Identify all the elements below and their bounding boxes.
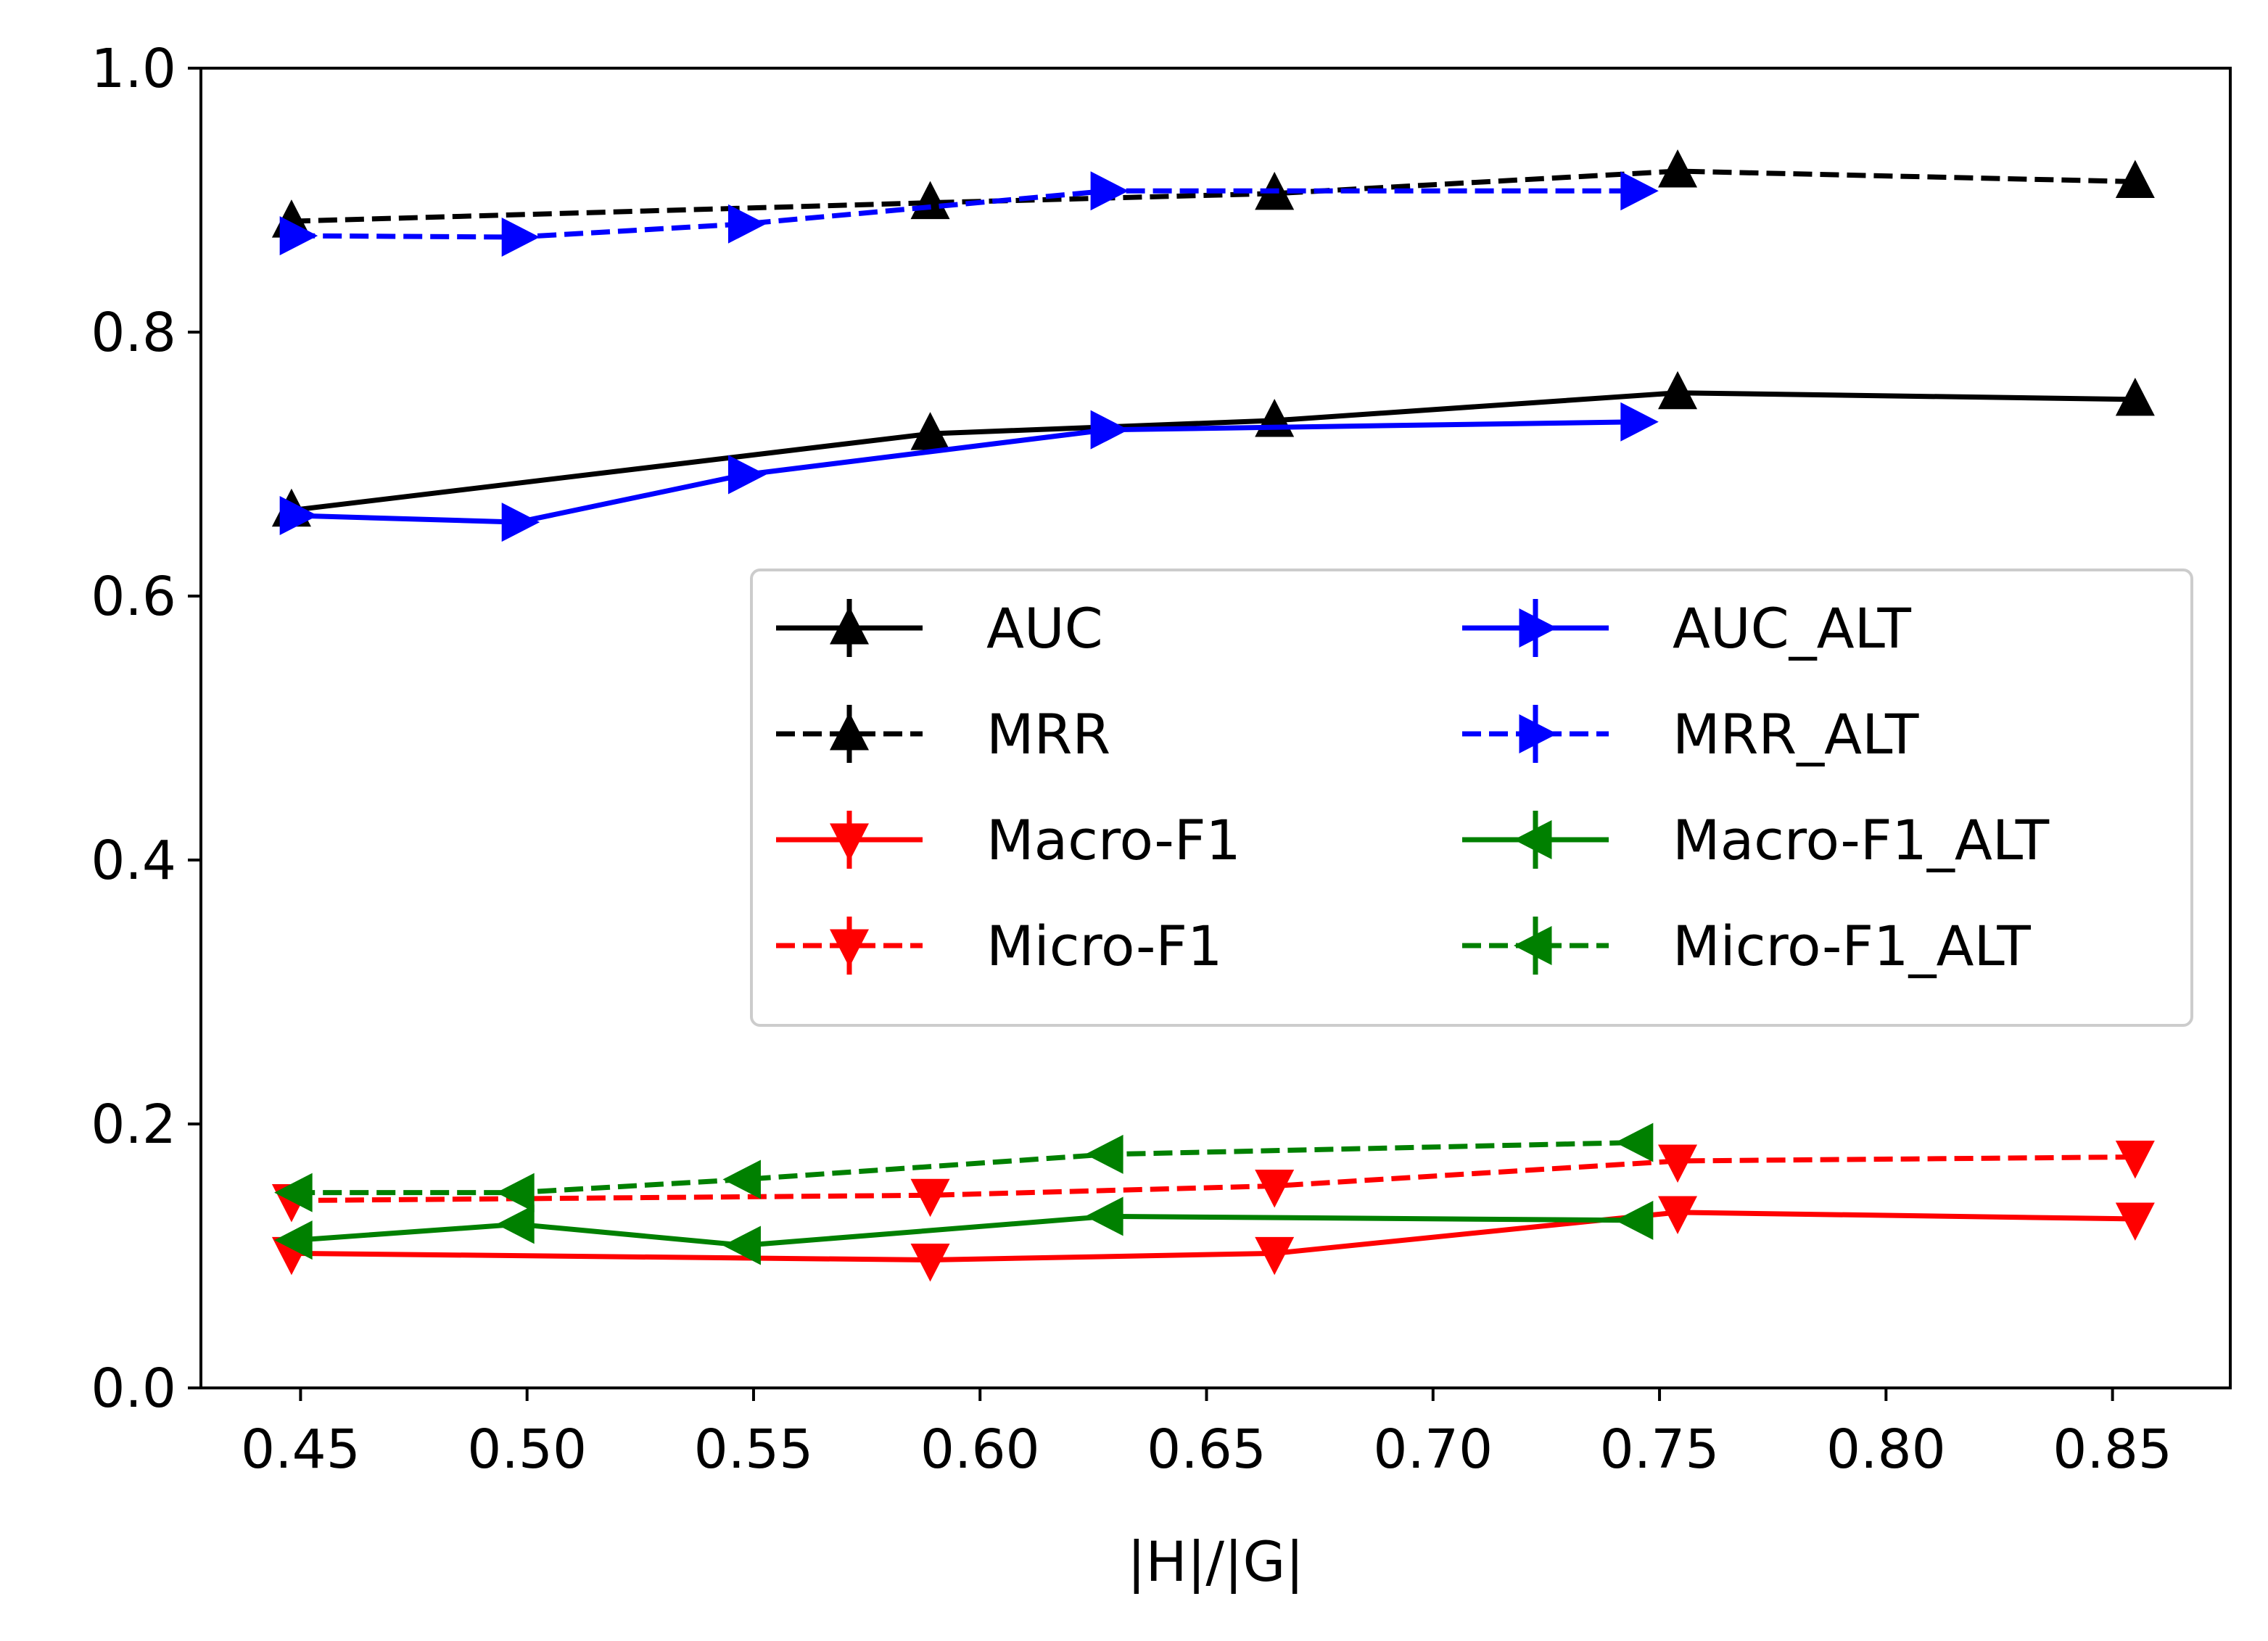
legend-label: MRR [986,702,1110,766]
data-point [1658,1144,1698,1183]
legend-item-micro-f1: Micro-F1 [776,914,1222,978]
data-point [1255,1170,1295,1208]
legend-item-mrr: MRR [776,702,1110,766]
legend-marker [1514,820,1552,859]
data-point [1658,149,1698,188]
series-line [295,1213,1637,1248]
y-tick-label: 0.4 [91,830,176,892]
data-point [722,1225,761,1265]
legend-label: Micro-F1 [986,914,1222,978]
data-point [1090,410,1129,450]
x-tick-label: 0.45 [241,1418,360,1481]
legend-marker [830,712,869,751]
x-tick-label: 0.55 [694,1418,814,1481]
x-tick-label: 0.50 [467,1418,587,1481]
legend-label: MRR_ALT [1673,702,1919,766]
data-point [722,1160,761,1199]
x-tick-label: 0.80 [1826,1418,1946,1481]
legend-marker [1519,608,1557,648]
legend-item-mrr-alt: MRR_ALT [1462,702,1919,766]
series-mrr-alt [279,171,1659,257]
legend-label: Macro-F1_ALT [1673,808,2050,872]
data-point [2115,1202,2155,1241]
data-point [501,503,540,542]
data-point [279,216,318,256]
x-tick-label: 0.65 [1147,1418,1266,1481]
legend-label: AUC_ALT [1673,596,1912,661]
legend-label: Macro-F1 [986,808,1241,872]
series-line [291,168,2135,224]
data-point [1085,1196,1123,1236]
legend-marker [830,929,869,967]
series-macro-f1-alt [274,1196,1654,1265]
x-tick-label: 0.60 [920,1418,1040,1481]
series-line [291,390,2135,513]
data-point [910,412,950,450]
data-point [274,1220,313,1260]
y-tick-label: 1.0 [91,38,176,100]
data-point [1255,1236,1295,1276]
series-micro-f1-alt [274,1123,1654,1212]
plot-area [271,149,2155,1282]
x-tick-label: 0.75 [1600,1418,1720,1481]
data-point [910,1178,950,1218]
data-point [274,1173,313,1212]
data-point [1090,171,1129,211]
legend-marker [1519,714,1557,753]
y-tick-label: 0.6 [91,566,176,628]
data-point [279,495,318,535]
x-axis-label: |H|/|G| [1127,1529,1304,1595]
legend-item-macro-f1: Macro-F1 [776,808,1241,872]
data-point [501,217,540,257]
series-macro-f1 [271,1196,2155,1282]
data-point [2115,377,2155,416]
data-point [727,455,767,495]
data-point [1658,371,1698,410]
legend-item-macro-f1-alt: Macro-F1_ALT [1462,808,2050,872]
data-point [727,204,767,244]
data-point [1658,1196,1698,1234]
y-tick-label: 0.2 [91,1094,176,1156]
legend-marker [830,823,869,861]
legend-marker [830,606,869,645]
legend-marker [1514,926,1552,965]
legend-item-auc: AUC [776,596,1103,661]
legend-label: AUC [986,596,1103,661]
series-line [291,1154,2135,1204]
data-point [1085,1134,1123,1174]
data-point [2115,160,2155,199]
legend: AUC MRR Macro-F1 Micro-F1 AUC_ALT MRR_ALT Macr… [750,569,2193,1027]
series-line [296,188,1637,240]
series-line [296,419,1637,525]
data-point [496,1173,535,1212]
x-tick-label: 0.85 [2053,1418,2172,1481]
legend-label: Micro-F1_ALT [1673,914,2031,978]
series-auc-alt [279,402,1659,542]
series-line [296,1140,1637,1196]
axes-frame [199,67,2232,1389]
legend-box [750,569,2193,1027]
y-tick-label: 0.0 [91,1357,176,1420]
data-point [1620,402,1659,442]
series-micro-f1 [271,1141,2155,1223]
data-point [910,1243,950,1282]
data-point [1615,1200,1654,1240]
y-tick-label: 0.8 [91,302,176,364]
data-point [2115,1141,2155,1179]
data-point [1615,1123,1654,1162]
axes: 0.45 0.50 0.55 0.60 0.65 0.70 0.75 0.80 0.85 0.0 0… [91,38,2232,1481]
legend-item-auc-alt: AUC_ALT [1462,596,1912,661]
legend-item-micro-f1-alt: Micro-F1_ALT [1462,914,2031,978]
series-auc [271,371,2155,527]
data-point [1620,171,1659,211]
data-point [496,1204,535,1244]
x-tick-label: 0.70 [1373,1418,1493,1481]
